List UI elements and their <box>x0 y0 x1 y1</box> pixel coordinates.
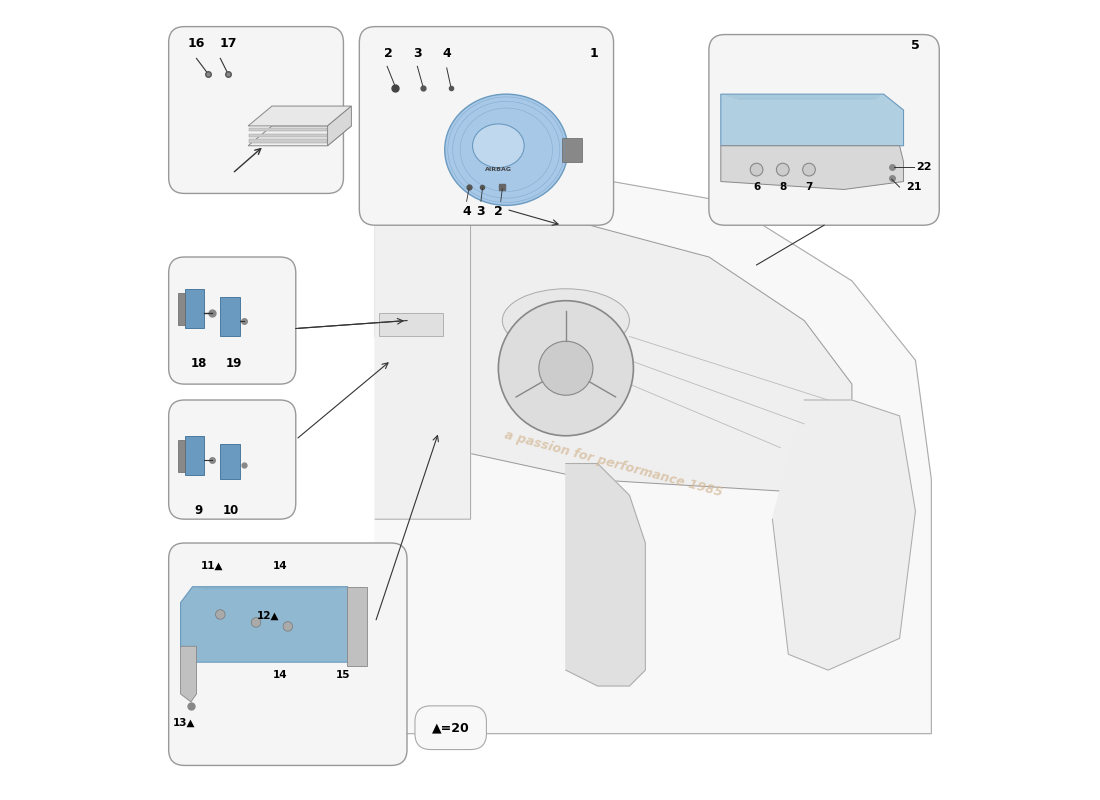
FancyBboxPatch shape <box>708 34 939 226</box>
Polygon shape <box>180 646 197 702</box>
Polygon shape <box>249 106 351 126</box>
Polygon shape <box>375 146 932 734</box>
Text: 13▲: 13▲ <box>174 718 196 728</box>
Text: 1: 1 <box>590 47 598 60</box>
Text: 4: 4 <box>462 206 471 218</box>
Text: 3: 3 <box>476 206 485 218</box>
Text: 4: 4 <box>442 47 451 60</box>
Circle shape <box>803 163 815 176</box>
FancyBboxPatch shape <box>168 257 296 384</box>
Text: 21: 21 <box>906 182 922 192</box>
Bar <box>249 128 327 131</box>
Text: ▲=20: ▲=20 <box>432 722 470 734</box>
Ellipse shape <box>503 289 629 352</box>
Ellipse shape <box>444 94 568 206</box>
Text: 3: 3 <box>412 47 421 60</box>
Polygon shape <box>249 126 351 146</box>
Circle shape <box>777 163 789 176</box>
Circle shape <box>216 610 225 619</box>
Bar <box>178 293 185 325</box>
FancyBboxPatch shape <box>168 26 343 194</box>
Text: a passion for performance 1985: a passion for performance 1985 <box>503 428 724 499</box>
Text: 17: 17 <box>220 38 236 50</box>
Bar <box>562 138 582 162</box>
Circle shape <box>539 342 593 395</box>
FancyBboxPatch shape <box>360 26 614 226</box>
Polygon shape <box>772 400 915 670</box>
Text: 5: 5 <box>911 39 920 52</box>
Bar <box>379 313 442 337</box>
Circle shape <box>498 301 634 436</box>
Bar <box>348 586 367 666</box>
Polygon shape <box>565 463 646 686</box>
Text: 16: 16 <box>188 38 206 50</box>
Circle shape <box>750 163 763 176</box>
Polygon shape <box>720 94 903 146</box>
FancyBboxPatch shape <box>415 706 486 750</box>
Text: 8: 8 <box>779 182 786 192</box>
Polygon shape <box>180 586 360 662</box>
FancyBboxPatch shape <box>168 543 407 766</box>
Polygon shape <box>392 202 851 495</box>
Polygon shape <box>375 146 471 519</box>
Bar <box>249 139 327 142</box>
Text: 14: 14 <box>273 561 287 571</box>
Text: AIRBAG: AIRBAG <box>485 167 512 172</box>
Polygon shape <box>328 106 351 146</box>
FancyBboxPatch shape <box>168 400 296 519</box>
Text: 6: 6 <box>752 182 760 192</box>
Text: 9: 9 <box>195 504 204 517</box>
Ellipse shape <box>473 124 525 168</box>
Text: 7: 7 <box>805 182 813 192</box>
Text: 14: 14 <box>273 670 287 680</box>
Bar <box>220 444 240 479</box>
Text: 18: 18 <box>190 357 207 370</box>
Text: 10: 10 <box>222 504 239 517</box>
Text: 11▲: 11▲ <box>200 561 223 571</box>
Circle shape <box>283 622 293 631</box>
Text: 2: 2 <box>494 206 503 218</box>
Bar <box>185 436 205 475</box>
Text: 22: 22 <box>915 162 931 172</box>
Bar <box>249 134 327 137</box>
Bar <box>185 289 205 329</box>
Bar <box>178 440 185 471</box>
Polygon shape <box>720 146 903 190</box>
Text: 15: 15 <box>337 670 351 680</box>
Bar <box>220 297 240 337</box>
Text: 19: 19 <box>226 357 242 370</box>
Text: 2: 2 <box>384 47 393 60</box>
Text: 12▲: 12▲ <box>256 611 279 621</box>
Circle shape <box>251 618 261 627</box>
